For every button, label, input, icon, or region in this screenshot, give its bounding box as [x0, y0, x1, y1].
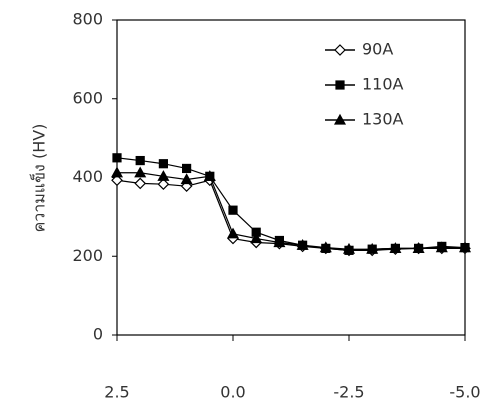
marker	[319, 241, 332, 253]
marker	[435, 241, 448, 253]
y-tick-label: 400	[72, 167, 103, 186]
legend-marker	[333, 113, 347, 125]
marker	[273, 236, 286, 248]
y-axis-label: ความแข็ง (HV)	[29, 124, 49, 233]
marker	[228, 205, 238, 215]
marker	[226, 227, 240, 239]
marker	[203, 170, 216, 181]
series-line	[117, 172, 465, 250]
marker	[182, 163, 192, 174]
legend-marker	[335, 80, 345, 90]
y-tick-label: 800	[72, 10, 103, 29]
y-tick-label: 600	[72, 88, 103, 107]
x-tick-label: 0.0	[220, 383, 245, 402]
marker	[135, 155, 145, 166]
legend-label: 90A	[362, 40, 393, 59]
legend-marker	[334, 44, 346, 56]
marker	[157, 178, 170, 191]
marker	[134, 177, 147, 190]
legend-label: 110A	[362, 75, 404, 94]
y-tick-label: 200	[72, 246, 103, 265]
marker	[134, 166, 147, 178]
x-tick-label: -2.5	[333, 383, 364, 402]
y-tick-label: 0	[93, 325, 103, 344]
marker	[111, 174, 123, 187]
marker	[412, 242, 425, 253]
marker	[342, 242, 356, 254]
marker	[110, 166, 124, 178]
legend-label: 130A	[362, 110, 404, 129]
marker	[366, 242, 379, 254]
x-tick-label: -5.0	[449, 383, 480, 402]
marker	[180, 173, 193, 185]
x-tick-label: 2.5	[104, 383, 129, 402]
series-line	[116, 179, 465, 251]
marker	[389, 242, 402, 253]
marker	[296, 238, 309, 250]
marker	[250, 232, 263, 244]
marker	[158, 159, 168, 169]
marker	[112, 153, 122, 163]
marker	[157, 170, 170, 181]
marker	[458, 241, 472, 253]
series-line	[116, 157, 466, 251]
